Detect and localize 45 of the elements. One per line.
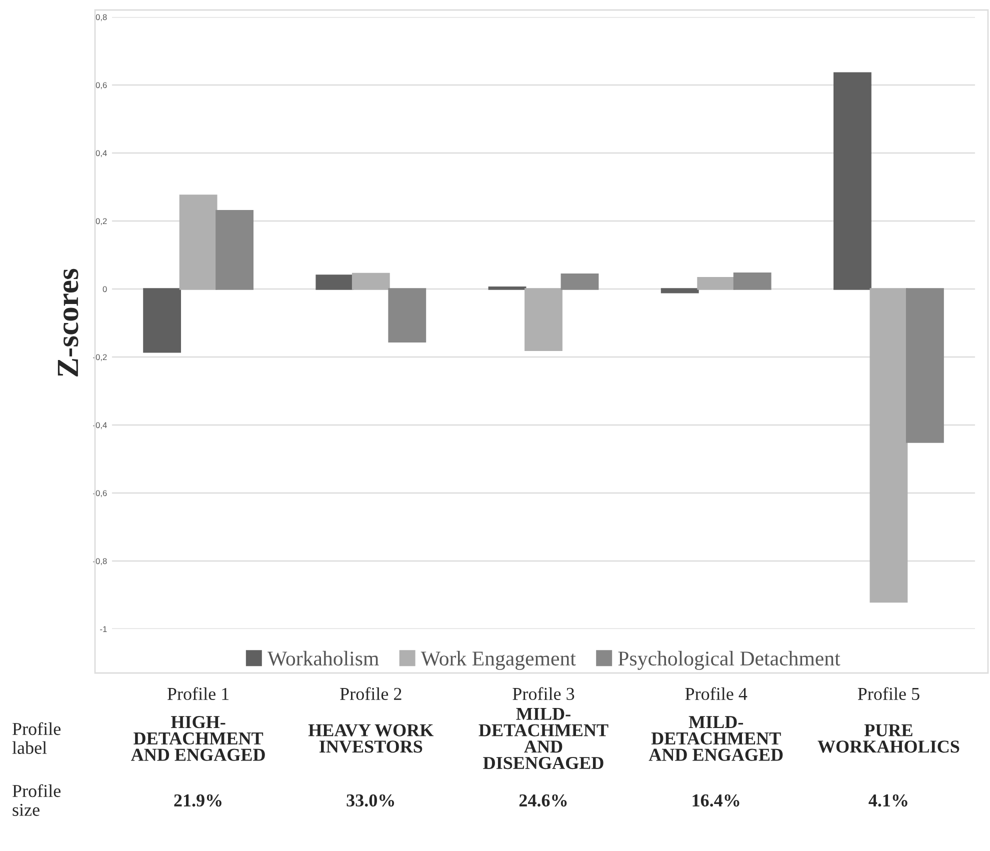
legend-label: Workaholism [267,650,379,666]
bar [697,276,736,290]
y-axis-title: Z-scores [58,268,78,376]
text: MILD- DETACHMENT AND ENGAGED [648,716,783,761]
y-tick-label: -0,6 [93,490,107,498]
text: 4.1% [868,794,908,807]
bar [316,274,354,290]
bar [870,288,908,603]
text: 21.9% [174,794,222,807]
y-tick-label: 0,6 [96,82,107,90]
text: HIGH- DETACHMENT AND ENGAGED [131,716,265,761]
bar [179,194,218,290]
text: Profile label [12,722,61,754]
x-tick-label: Profile 1 [167,687,229,700]
bar [660,288,699,294]
bar [352,272,390,290]
x-tick-label: Profile 2 [340,687,402,700]
legend-label: Work Engagement [420,650,576,670]
text: 24.6% [519,794,567,807]
y-tick-label: -1 [100,626,107,632]
bar [216,210,254,290]
y-tick-label: 0,4 [96,150,107,158]
text: PURE WORKAHOLICS [818,724,960,753]
y-tick-label: -0,2 [93,354,107,362]
text: 16.4% [692,794,740,807]
bar [906,288,944,443]
y-tick-label: 0 [102,286,107,292]
bar [560,274,599,290]
bar [833,72,872,290]
legend-label: Psychological Detachment [618,650,840,670]
text: Profile size [12,784,61,816]
x-tick-label: Profile 3 [512,687,574,700]
x-tick-label: Profile 5 [858,687,920,700]
bar [524,288,562,352]
bar [388,288,426,343]
y-tick-label: -0,8 [93,558,107,566]
y-tick-label: 0,8 [96,14,107,22]
y-tick-label: 0,2 [96,218,107,226]
x-tick-label: Profile 4 [685,687,748,700]
bar [143,288,182,353]
text: HEAVY WORK INVESTORS [308,724,434,753]
y-tick-label: -0,4 [93,422,107,430]
text: MILD- DETACHMENT AND DISENGAGED [478,708,608,770]
text: 33.0% [346,794,394,807]
bar [733,272,772,290]
